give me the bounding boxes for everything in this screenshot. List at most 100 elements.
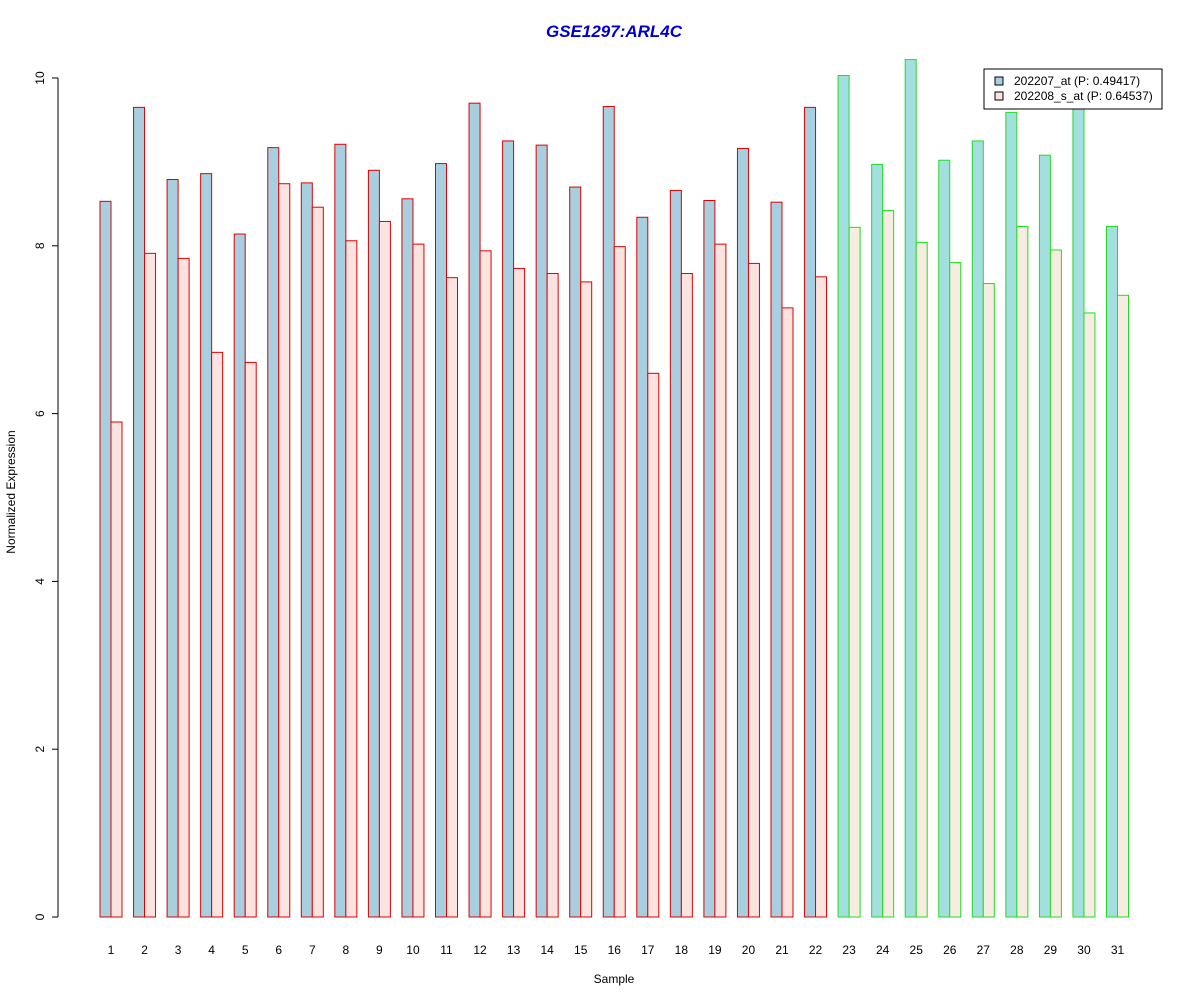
bar-s1-19 xyxy=(703,199,716,918)
bar-s1-6 xyxy=(267,147,280,918)
bar-s1-13 xyxy=(502,140,515,918)
bar-s2-17 xyxy=(647,372,660,918)
bar-s2-5 xyxy=(244,361,257,918)
x-tick-label-24: 24 xyxy=(876,943,890,957)
x-tick-label-1: 1 xyxy=(108,943,115,957)
x-tick-label-9: 9 xyxy=(376,943,383,957)
y-axis-label: Normalized Expression xyxy=(4,430,18,553)
bars xyxy=(99,59,1129,918)
bar-s1-26 xyxy=(938,159,951,918)
x-tick-label-14: 14 xyxy=(540,943,554,957)
x-tick-label-6: 6 xyxy=(275,943,282,957)
bar-s2-21 xyxy=(781,307,794,918)
x-tick-label-3: 3 xyxy=(175,943,182,957)
bar-s2-14 xyxy=(546,272,559,918)
x-tick-label-18: 18 xyxy=(675,943,689,957)
bar-s1-9 xyxy=(367,169,380,918)
bar-s1-1 xyxy=(99,200,112,918)
x-tick-label-13: 13 xyxy=(507,943,521,957)
bar-s2-11 xyxy=(446,277,458,918)
bar-s1-2 xyxy=(133,106,146,918)
bar-s2-31 xyxy=(1117,294,1129,918)
x-axis: 1 2 3 4 5 6 7 8 9 10 11 12 13 14 15 16 17 18 19 20 21 22 23 24 2… xyxy=(108,943,1125,957)
bar-s2-22 xyxy=(815,276,828,918)
bar-s2-18 xyxy=(680,272,693,918)
bar-s2-28 xyxy=(1016,226,1029,918)
bar-s1-27 xyxy=(971,140,984,918)
bar-s1-29 xyxy=(1038,154,1051,918)
bar-s2-25 xyxy=(915,241,928,918)
y-tick-label-5: 10 xyxy=(33,71,47,85)
bar-s2-27 xyxy=(982,283,995,918)
bar-s2-7 xyxy=(311,206,324,918)
legend-label-2: 202208_s_at (P: 0.64537) xyxy=(1014,89,1153,103)
x-tick-label-23: 23 xyxy=(842,943,856,957)
bar-s1-4 xyxy=(200,173,213,918)
bar-s2-12 xyxy=(479,250,492,918)
x-tick-label-10: 10 xyxy=(406,943,420,957)
x-tick-label-2: 2 xyxy=(141,943,148,957)
y-tick-label-0: 0 xyxy=(33,913,47,920)
x-tick-label-7: 7 xyxy=(309,943,316,957)
bar-s2-3 xyxy=(177,257,190,918)
bar-s2-4 xyxy=(211,351,224,918)
bar-s2-19 xyxy=(714,243,727,918)
x-tick-label-16: 16 xyxy=(608,943,622,957)
chart-title: GSE1297:ARL4C xyxy=(546,22,683,41)
bar-s1-28 xyxy=(1005,111,1018,918)
legend-label-1: 202207_at (P: 0.49417) xyxy=(1014,74,1140,88)
bar-s2-1 xyxy=(110,421,123,918)
y-tick-label-1: 2 xyxy=(33,746,47,753)
bar-s1-16 xyxy=(602,106,615,918)
bar-s2-9 xyxy=(378,220,391,918)
bar-s1-10 xyxy=(401,198,414,918)
x-tick-label-11: 11 xyxy=(440,943,453,957)
bar-s1-7 xyxy=(300,182,313,918)
x-tick-label-17: 17 xyxy=(641,943,655,957)
x-tick-label-8: 8 xyxy=(343,943,350,957)
bar-s2-20 xyxy=(747,262,760,918)
bar-s1-11 xyxy=(435,163,447,918)
bar-s2-26 xyxy=(949,262,962,918)
x-tick-label-20: 20 xyxy=(742,943,756,957)
bar-s1-8 xyxy=(334,143,347,918)
bar-s2-13 xyxy=(513,267,526,918)
bar-s2-30 xyxy=(1083,312,1096,918)
legend-swatch-1 xyxy=(994,76,1004,86)
x-tick-label-4: 4 xyxy=(208,943,215,957)
bar-s2-10 xyxy=(412,243,425,918)
x-tick-label-21: 21 xyxy=(775,943,789,957)
bar-s1-23 xyxy=(837,74,850,918)
x-tick-label-22: 22 xyxy=(809,943,823,957)
bar-s2-8 xyxy=(345,240,358,918)
bar-s1-17 xyxy=(636,216,649,918)
bar-s1-15 xyxy=(569,186,582,918)
bar-s1-3 xyxy=(166,179,179,918)
x-tick-label-5: 5 xyxy=(242,943,249,957)
x-tick-label-15: 15 xyxy=(574,943,588,957)
x-tick-label-31: 31 xyxy=(1111,943,1125,957)
bar-s1-24 xyxy=(871,163,884,918)
legend-swatch-2 xyxy=(994,91,1004,101)
x-tick-label-26: 26 xyxy=(943,943,957,957)
legend: 202207_at (P: 0.49417)202208_s_at (P: 0.… xyxy=(983,68,1163,110)
bar-s1-18 xyxy=(669,189,682,918)
bar-s1-12 xyxy=(468,102,481,918)
bar-s1-25 xyxy=(904,59,917,918)
bar-s2-2 xyxy=(144,252,157,918)
y-axis: 0 2 4 6 8 10 xyxy=(33,71,59,920)
bar-s2-23 xyxy=(848,226,861,918)
x-tick-label-28: 28 xyxy=(1010,943,1024,957)
bar-s2-6 xyxy=(278,183,291,918)
x-axis-label: Sample xyxy=(594,972,635,986)
bar-s2-16 xyxy=(613,246,626,918)
x-tick-label-12: 12 xyxy=(473,943,487,957)
bar-s2-29 xyxy=(1049,249,1062,918)
x-tick-label-19: 19 xyxy=(708,943,722,957)
bar-s1-5 xyxy=(233,233,246,918)
y-tick-label-4: 8 xyxy=(33,242,47,249)
y-tick-label-3: 6 xyxy=(33,410,47,417)
x-tick-label-30: 30 xyxy=(1077,943,1091,957)
bar-s1-21 xyxy=(770,201,783,918)
